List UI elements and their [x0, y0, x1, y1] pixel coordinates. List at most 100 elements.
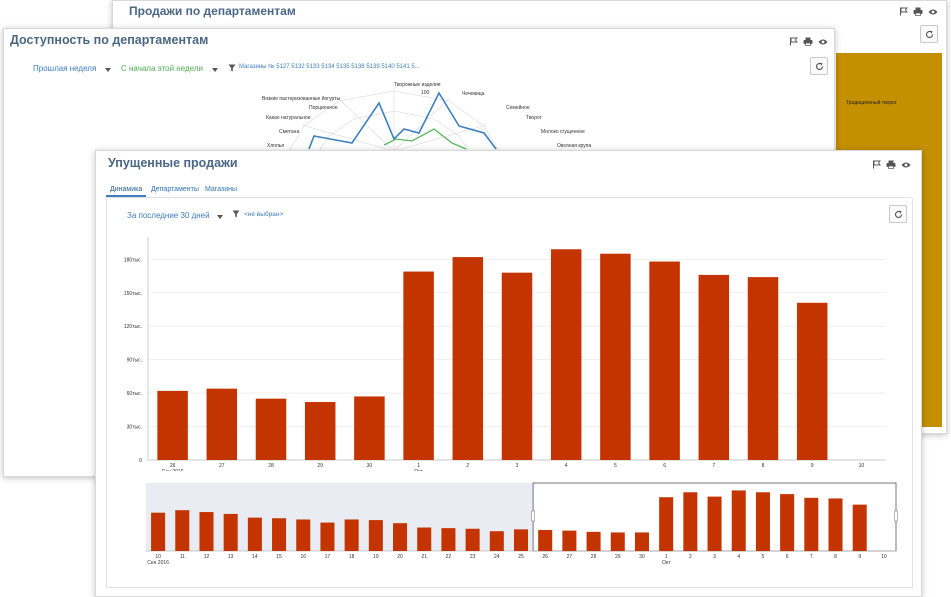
back-panel-refresh-button[interactable] — [920, 25, 938, 43]
navigator-bar — [538, 529, 553, 551]
navigator-tick-label: 29 — [615, 554, 621, 560]
y-tick-label: 120тыс. — [124, 324, 142, 330]
x-tick-label: 30 — [367, 463, 373, 469]
radar-series-previous — [308, 91, 497, 150]
y-tick-label: 30тыс. — [127, 425, 142, 431]
navigator-tick-label: 26 — [542, 554, 548, 560]
middle-panel-refresh-button[interactable] — [810, 57, 828, 75]
navigator-handle-right — [894, 510, 898, 522]
bar — [600, 253, 631, 460]
radar-chart — [288, 89, 500, 151]
radar-label: Творог — [526, 115, 542, 121]
refresh-icon — [925, 30, 933, 38]
tab-stores[interactable]: Магазины — [205, 186, 238, 193]
navigator-bar — [586, 531, 601, 551]
radar-label: Порционное — [309, 105, 338, 111]
flag-icon[interactable] — [872, 160, 881, 169]
eye-icon[interactable] — [928, 8, 938, 16]
navigator-bar — [272, 518, 287, 551]
x-tick-label: 28 — [268, 463, 274, 469]
tab-dynamics[interactable]: Динамика — [110, 186, 143, 193]
tab-departments[interactable]: Департаменты — [151, 186, 199, 193]
middle-compare-chevron-down-icon[interactable] — [212, 68, 218, 72]
eye-icon[interactable] — [901, 161, 911, 169]
navigator-tick-label: 15 — [276, 554, 282, 560]
x-tick-label: 27 — [219, 463, 225, 469]
bar — [796, 302, 828, 460]
navigator-tick-label: 22 — [446, 554, 452, 560]
navigator-bar — [368, 520, 383, 551]
navigator-tick-label: 30 — [639, 554, 645, 560]
y-tick-label: 150тыс. — [124, 291, 142, 297]
radar-series-current — [383, 128, 467, 150]
navigator-bar — [223, 513, 238, 551]
x-tick-label: 8 — [762, 463, 765, 469]
bar — [304, 402, 336, 460]
navigator-tick-label: 24 — [494, 554, 500, 560]
navigator-tick-label: 17 — [325, 554, 331, 560]
y-tick-label: 180тыс. — [124, 257, 142, 263]
navigator-bar — [852, 504, 867, 551]
back-panel-bar-label: Традиционный творог — [846, 100, 897, 106]
navigator-tick-label: 13 — [228, 554, 234, 560]
navigator-tick-label: 19 — [373, 554, 379, 560]
radar-label: Хлопья — [267, 143, 285, 149]
navigator-bar — [417, 527, 432, 551]
radar-grid — [288, 89, 500, 151]
x-tick-label: 5 — [614, 463, 617, 469]
x-tick-label: 7 — [712, 463, 715, 469]
navigator-bar — [634, 532, 649, 551]
bar — [403, 271, 434, 460]
middle-period-dropdown[interactable]: Прошлая неделя — [33, 64, 97, 73]
navigator-tick-label: 7 — [810, 554, 813, 560]
flag-icon[interactable] — [789, 37, 798, 46]
middle-compare-dropdown[interactable]: С начала этой недели — [121, 64, 203, 73]
radar-label: Овсяная крупа — [557, 143, 592, 149]
x-tick-label: 26 — [170, 463, 176, 469]
refresh-icon — [894, 210, 902, 218]
navigator-tick-label: 3 — [713, 554, 716, 560]
refresh-icon — [815, 62, 823, 70]
filter-icon[interactable] — [228, 64, 236, 72]
middle-period-chevron-down-icon[interactable] — [105, 68, 111, 72]
navigator-bar — [513, 529, 529, 551]
bar — [550, 249, 582, 460]
navigator-bar — [247, 517, 262, 551]
front-content-box — [106, 198, 913, 588]
front-panel-title: Упущенные продажи — [108, 156, 238, 170]
navigator-bar — [344, 519, 359, 551]
bar — [698, 274, 730, 460]
print-icon[interactable] — [913, 7, 923, 16]
navigator-tick-label: 23 — [470, 554, 476, 560]
month-label: Сен 2016 — [162, 469, 184, 471]
navigator-tick-label: 14 — [252, 554, 258, 560]
radar-label: Какао натуральное — [266, 115, 311, 121]
print-icon[interactable] — [803, 37, 813, 46]
x-tick-label: 29 — [317, 463, 323, 469]
print-icon[interactable] — [886, 160, 896, 169]
filter-icon[interactable] — [232, 210, 240, 218]
front-period-dropdown[interactable]: За последние 30 дней — [127, 211, 210, 220]
navigator-bar — [489, 531, 504, 551]
back-panel-toolbar — [899, 7, 938, 16]
middle-stores-filter[interactable]: Магазины № 5127 5132 5133 5134 5135 5138… — [239, 64, 420, 70]
front-period-chevron-down-icon[interactable] — [217, 215, 223, 219]
front-filter-value[interactable]: <не выбран> — [244, 211, 284, 218]
radar-label: Чечевица — [462, 91, 485, 97]
x-tick-label: 1 — [417, 463, 420, 469]
x-tick-label: 2 — [466, 463, 469, 469]
navigator-bar — [707, 496, 722, 551]
bar — [157, 390, 188, 460]
navigator-bar — [804, 497, 819, 551]
eye-icon[interactable] — [818, 38, 828, 46]
front-panel-refresh-button[interactable] — [889, 205, 907, 223]
x-tick-label: 4 — [565, 463, 568, 469]
x-tick-label: 6 — [663, 463, 666, 469]
bar — [255, 398, 287, 460]
navigator-tick-label: 10 — [155, 554, 161, 560]
flag-icon[interactable] — [899, 7, 908, 16]
navigator-bar — [610, 532, 625, 551]
navigator-bar — [562, 530, 577, 551]
tabs-divider — [106, 197, 911, 198]
